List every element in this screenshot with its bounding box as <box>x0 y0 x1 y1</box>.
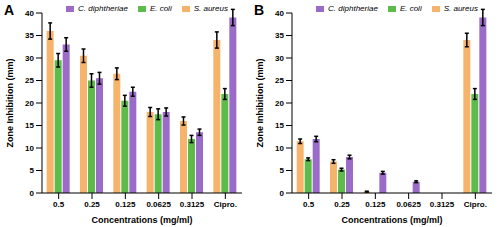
svg-text:Cipro.: Cipro. <box>214 200 237 209</box>
svg-text:40: 40 <box>25 9 34 18</box>
svg-text:5: 5 <box>30 166 35 175</box>
svg-text:Cipro.: Cipro. <box>464 200 487 209</box>
svg-text:0: 0 <box>280 189 285 198</box>
html-text:B: B <box>254 2 265 18</box>
html-text:E. coli: E. coli <box>399 4 422 13</box>
html-text:C. diphtheriae: C. diphtheriae <box>78 4 128 13</box>
svg-text:Zone Inhibition (mm): Zone Inhibition (mm) <box>255 59 265 148</box>
svg-text:0.3125: 0.3125 <box>180 200 205 209</box>
svg-text:0: 0 <box>30 189 35 198</box>
svg-text:5: 5 <box>280 166 285 175</box>
html-text:S. aureus: S. aureus <box>193 4 228 13</box>
svg-text:0.25: 0.25 <box>334 200 350 209</box>
svg-text:25: 25 <box>25 76 34 85</box>
svg-text:0.0625: 0.0625 <box>146 200 171 209</box>
svg-text:0.25: 0.25 <box>84 200 100 209</box>
svg-text:0.0625: 0.0625 <box>396 200 421 209</box>
svg-text:0.125: 0.125 <box>115 200 136 209</box>
svg-text:35: 35 <box>25 31 34 40</box>
svg-text:25: 25 <box>275 76 284 85</box>
svg-text:0.5: 0.5 <box>53 200 65 209</box>
svg-text:20: 20 <box>275 99 284 108</box>
svg-text:Concentrations (mg/ml): Concentrations (mg/ml) <box>341 215 442 225</box>
svg-text:20: 20 <box>25 99 34 108</box>
svg-text:40: 40 <box>275 9 284 18</box>
svg-text:10: 10 <box>25 144 34 153</box>
svg-text:0.125: 0.125 <box>365 200 386 209</box>
svg-text:30: 30 <box>275 54 284 63</box>
svg-text:35: 35 <box>275 31 284 40</box>
svg-text:10: 10 <box>275 144 284 153</box>
html-text:E. coli: E. coli <box>149 4 172 13</box>
html-text:A: A <box>4 2 15 18</box>
svg-text:15: 15 <box>25 121 34 130</box>
svg-text:Zone Inhibition (mm): Zone Inhibition (mm) <box>8 59 15 148</box>
svg-text:15: 15 <box>275 121 284 130</box>
svg-text:30: 30 <box>25 54 34 63</box>
svg-text:0.3125: 0.3125 <box>430 200 455 209</box>
html-text:S. aureus: S. aureus <box>443 4 478 13</box>
svg-text:Concentrations (mg/ml): Concentrations (mg/ml) <box>91 215 192 225</box>
svg-text:0.5: 0.5 <box>303 200 315 209</box>
html-text:C. diphtheriae: C. diphtheriae <box>328 4 378 13</box>
